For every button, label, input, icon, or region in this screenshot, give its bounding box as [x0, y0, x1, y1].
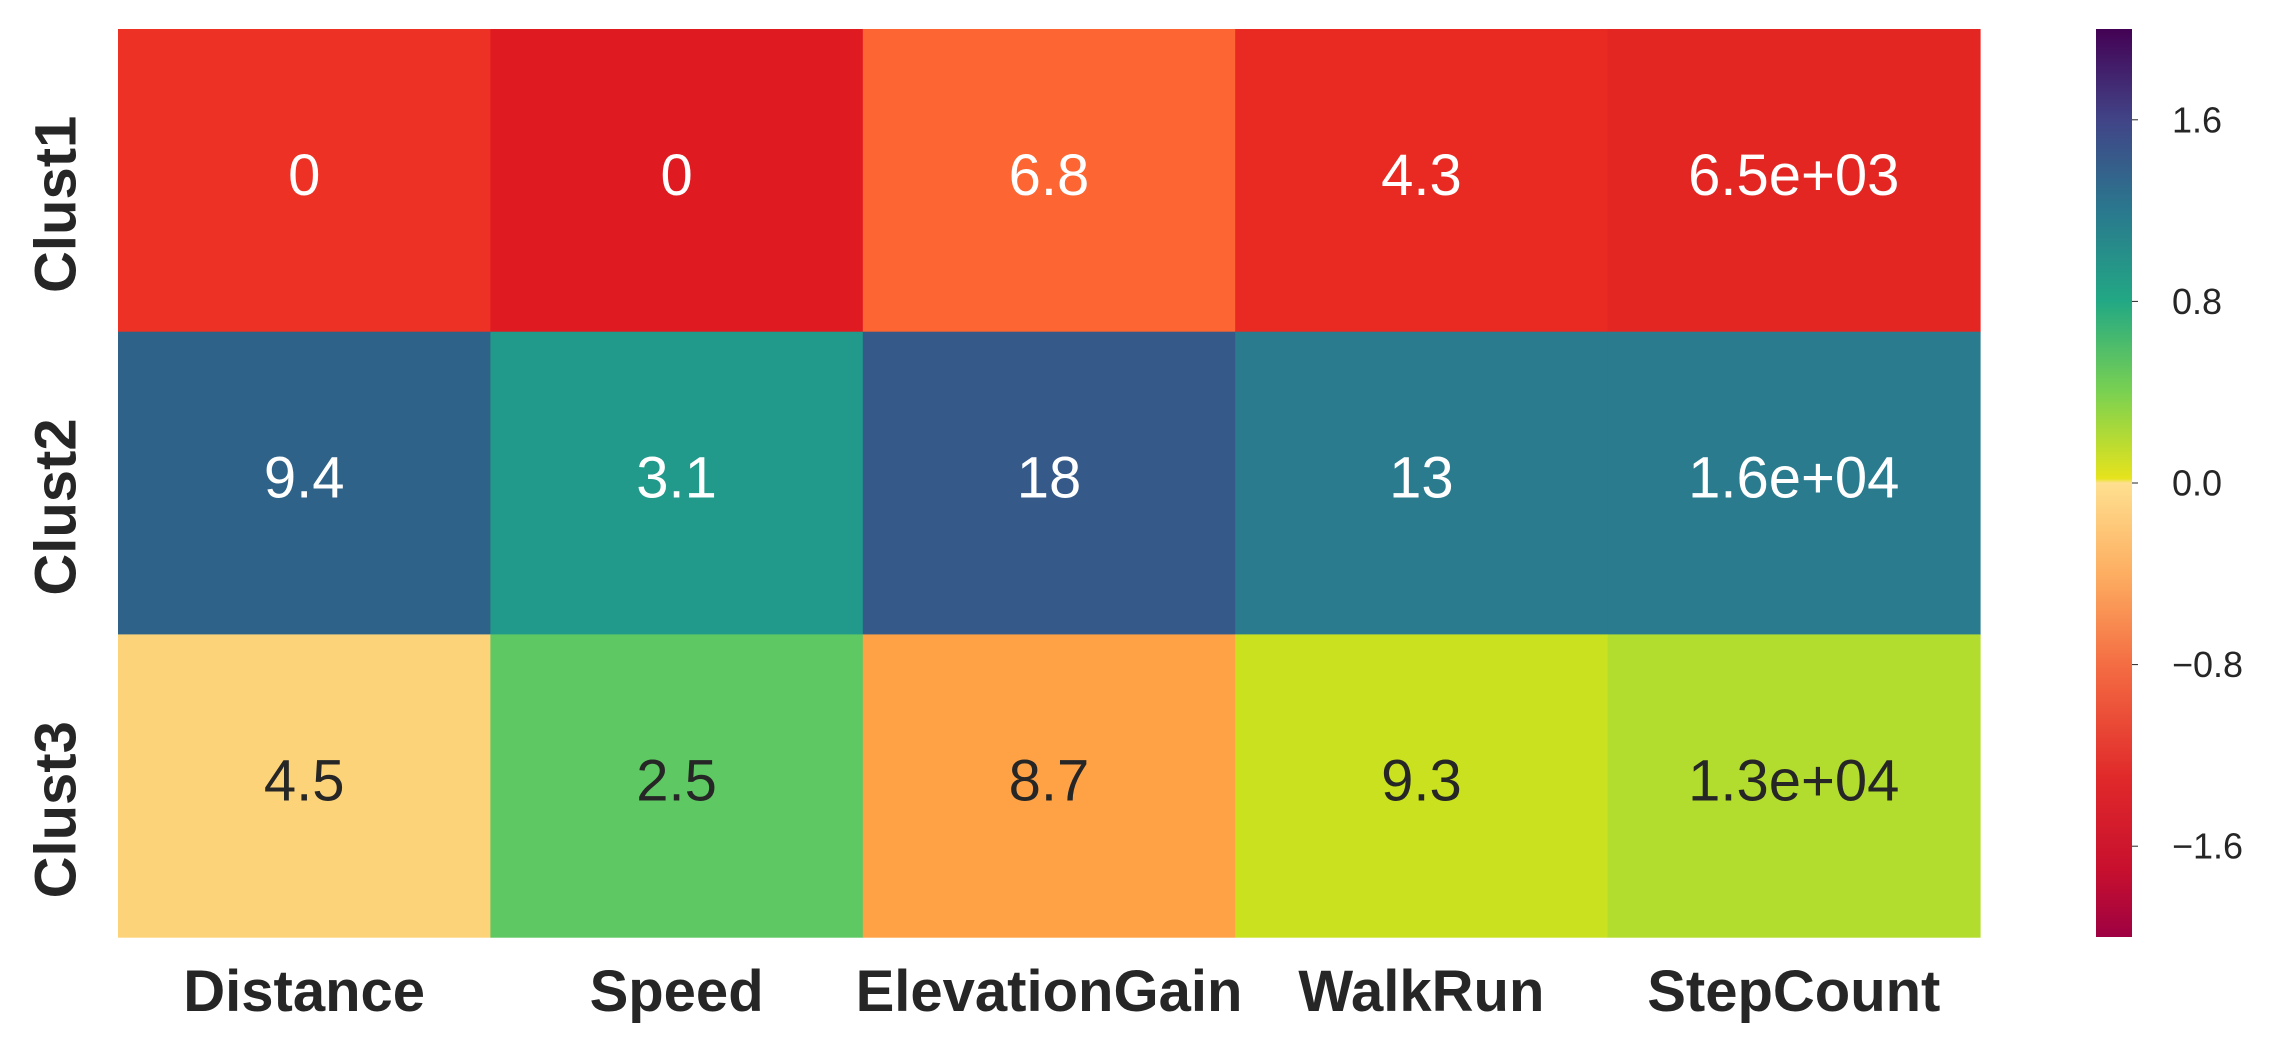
cell-value-label: 0 [288, 143, 320, 208]
heatmap-cell-clust3-elevationgain [862, 634, 1236, 938]
colorbar: −1.6 −0.8 0.0 0.8 1.6 [2096, 29, 2243, 937]
cell-value-label: 1.6e+04 [1688, 446, 1899, 511]
y-tick-label-clust3: Clust3 [24, 721, 89, 898]
x-tick-label-speed: Speed [590, 959, 764, 1024]
cell-value-label: 1.3e+04 [1688, 748, 1899, 813]
cell-value-label: 2.5 [636, 748, 717, 813]
heatmap-cells [118, 29, 1981, 938]
cell-value-label: 4.3 [1381, 143, 1462, 208]
heatmap-cell-clust2-elevationgain [862, 331, 1236, 635]
cell-value-label: 3.1 [636, 446, 717, 511]
colorbar-tick-label: 1.6 [2172, 99, 2222, 140]
heatmap-cell-clust2-speed [490, 331, 864, 635]
x-tick-label-elevationgain: ElevationGain [856, 959, 1243, 1024]
colorbar-tick-label: 0.8 [2172, 281, 2222, 322]
colorbar-gradient [2096, 29, 2132, 937]
x-tick-label-walkrun: WalkRun [1298, 959, 1544, 1024]
heatmap-cell-clust3-distance [118, 634, 491, 938]
cell-value-label: 18 [1017, 446, 1082, 511]
cell-annotations: 0 0 6.8 4.3 6.5e+03 9.4 3.1 18 13 1.6e+04 4.5 2.5 8.… [264, 143, 1900, 813]
cell-value-label: 6.5e+03 [1688, 143, 1899, 208]
heatmap-cell-clust1-stepcount [1607, 29, 1981, 333]
colorbar-tick-label: −0.8 [2172, 644, 2243, 685]
heatmap-cell-clust2-distance [118, 331, 491, 635]
y-axis-tick-labels: Clust1 Clust2 Clust3 [24, 116, 89, 899]
colorbar-tick-label: −1.6 [2172, 826, 2243, 867]
y-tick-label-clust2: Clust2 [24, 418, 89, 595]
cell-value-label: 4.5 [264, 748, 345, 813]
x-tick-label-distance: Distance [183, 959, 425, 1024]
heatmap-cell-clust1-speed [490, 29, 864, 333]
heatmap-cell-clust2-walkrun [1235, 331, 1609, 635]
cell-value-label: 9.3 [1381, 748, 1462, 813]
heatmap-cell-clust2-stepcount [1607, 331, 1981, 635]
cell-value-label: 6.8 [1009, 143, 1090, 208]
y-tick-label-clust1: Clust1 [24, 116, 89, 293]
cell-value-label: 0 [660, 143, 692, 208]
x-tick-label-stepcount: StepCount [1647, 959, 1940, 1024]
heatmap-cell-clust3-speed [490, 634, 864, 938]
x-axis-tick-labels: Distance Speed ElevationGain WalkRun StepCou… [183, 959, 1940, 1024]
colorbar-tick-label: 0.0 [2172, 463, 2222, 504]
cell-value-label: 13 [1389, 446, 1454, 511]
heatmap-cell-clust1-distance [118, 29, 491, 333]
heatmap-cell-clust1-elevationgain [862, 29, 1236, 333]
heatmap-cell-clust1-walkrun [1235, 29, 1609, 333]
heatmap-cell-clust3-stepcount [1607, 634, 1981, 938]
cell-value-label: 9.4 [264, 446, 345, 511]
heatmap-cell-clust3-walkrun [1235, 634, 1609, 938]
cell-value-label: 8.7 [1009, 748, 1090, 813]
